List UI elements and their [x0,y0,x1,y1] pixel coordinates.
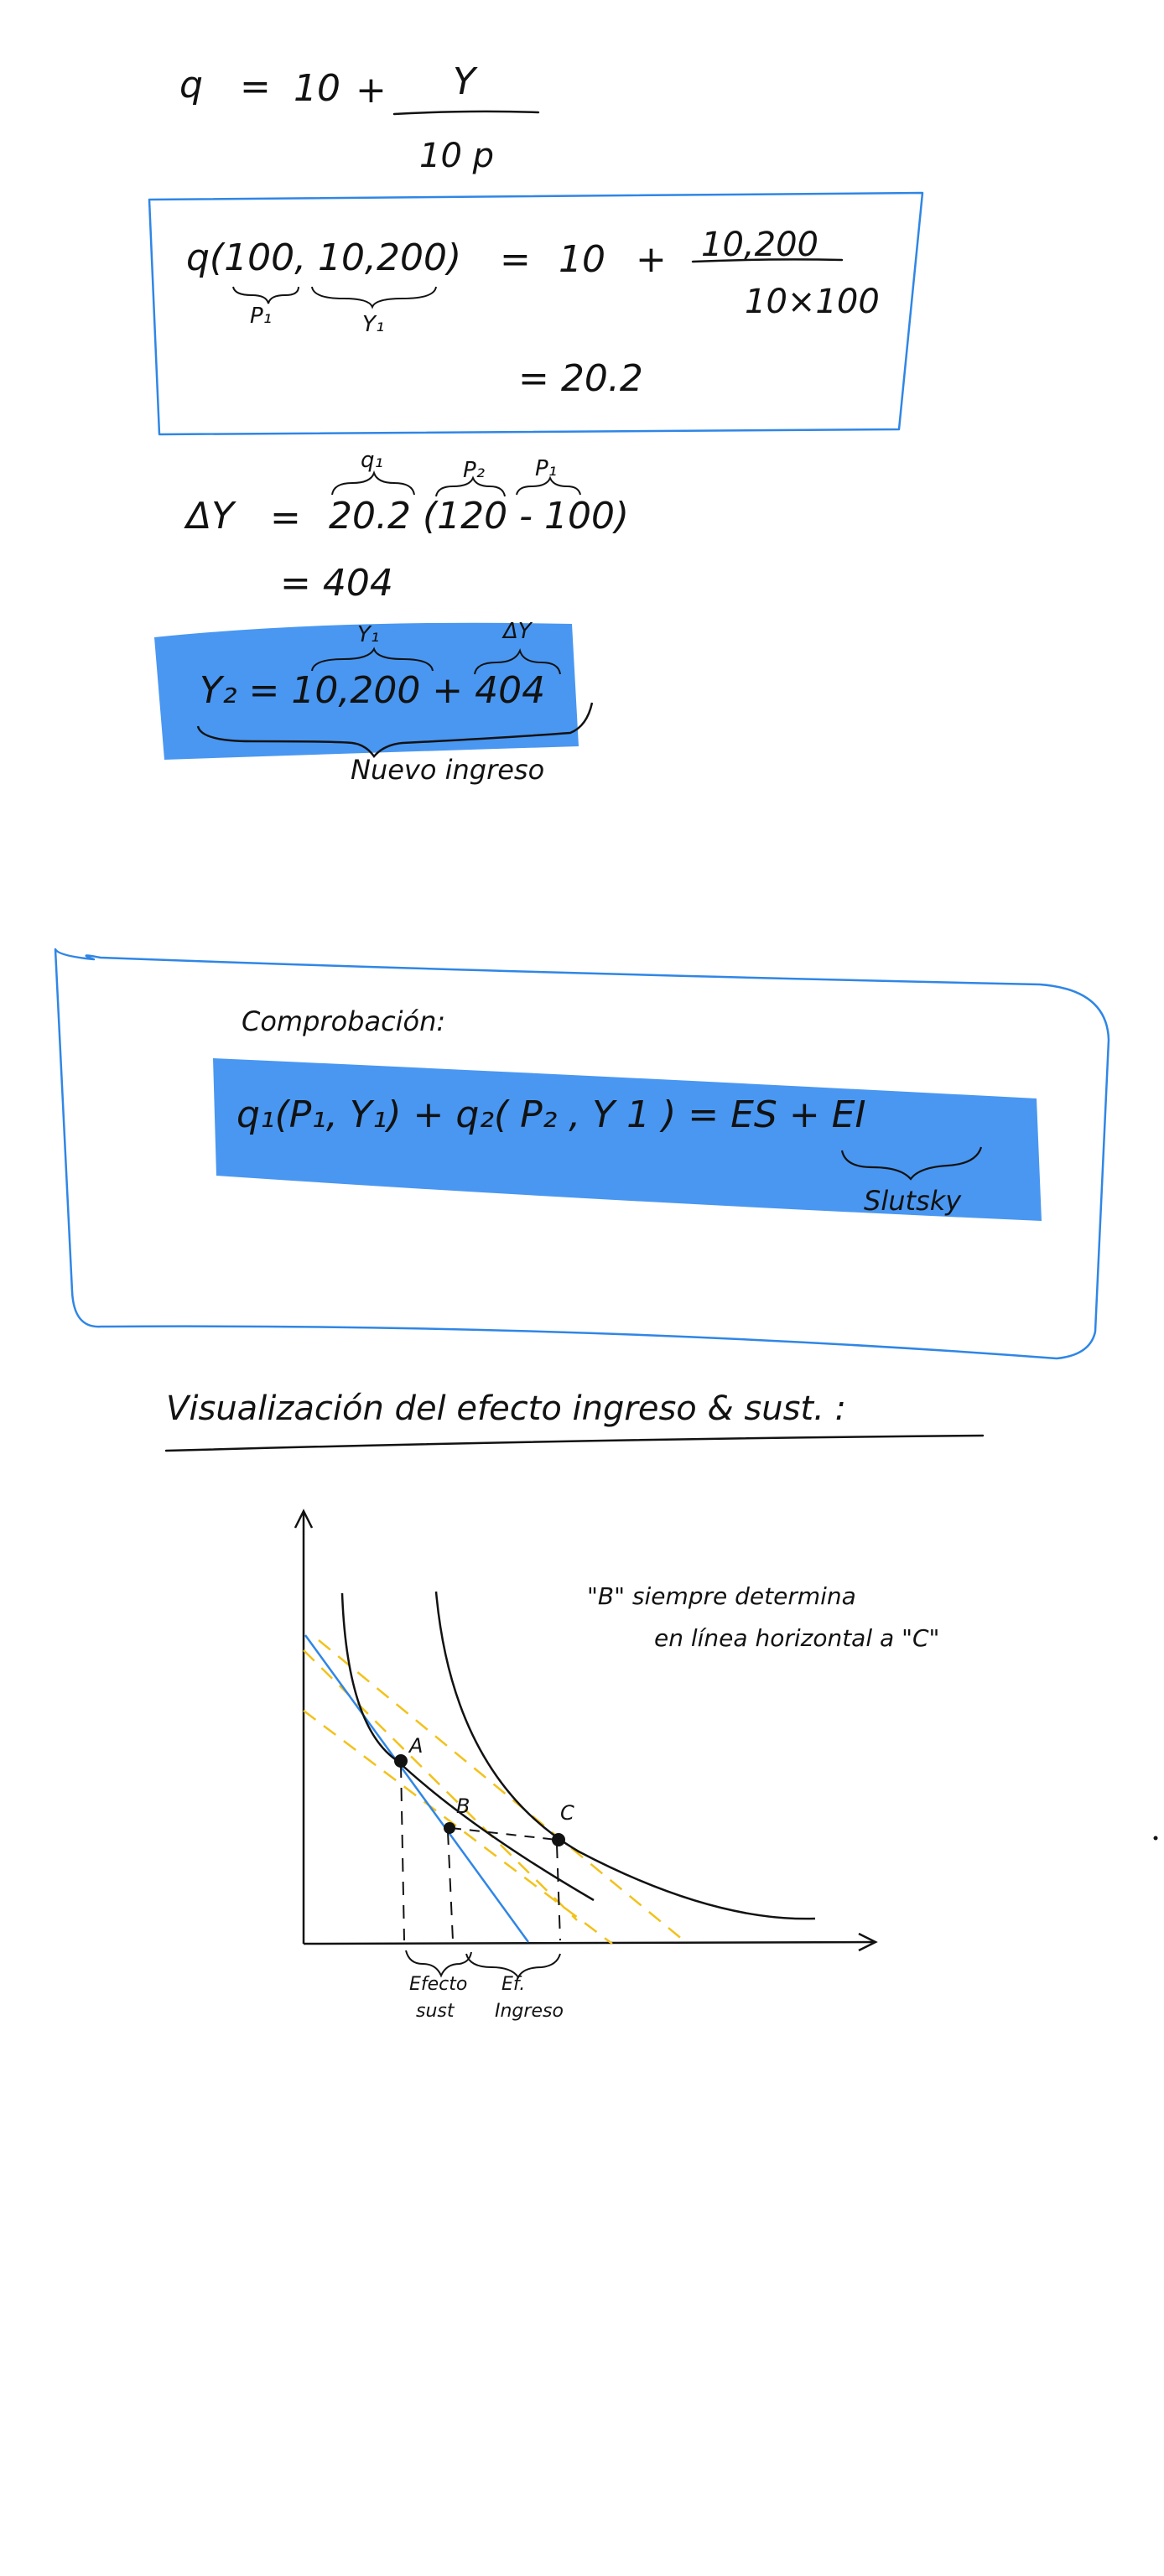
check-expression: q₁(P₁, Y₁) + q₂( P₂ , Y 1 ) = ES + EI [236,1093,866,1136]
y2-caption: Nuevo ingreso [351,754,545,786]
y2-expression: Y₂ = 10,200 + 404 [200,669,546,712]
y2-dy-brace [474,648,561,675]
delta-expression: 20.2 (120 - 100) [329,495,630,538]
graph-note-line2: en línea horizontal a "C" [654,1624,940,1652]
budget-line-yellow-2 [318,1639,689,1945]
section-underline [164,1434,985,1452]
delta-p2-label: P₂ [463,458,486,483]
eq1-lhs: q [179,64,203,106]
budget-line-yellow-1 [303,1710,613,1945]
guide-b-vertical [447,1831,454,1941]
point-a [394,1754,408,1768]
check-box-outline [54,948,1110,1360]
box1-p1-brace [232,286,299,304]
label-ingreso-line1: Ef. [501,1974,526,1995]
eq1-fraction-bar [392,110,540,116]
delta-q1-label: q₁ [361,448,383,473]
eq1-numerator: Y [453,60,475,103]
point-b-label: B [456,1794,470,1818]
eq1-denominator: 10 p [419,137,495,175]
box1-fraction-bar [691,258,844,263]
delta-result: = 404 [280,562,393,605]
x-axis [303,1940,875,1945]
indifference-curve-2 [434,1591,816,1920]
y-axis-arrow [294,1509,314,1529]
point-c [552,1833,565,1846]
check-caption: Slutsky [864,1185,962,1217]
x-axis-arrow [858,1932,878,1952]
delta-q1-brace [331,470,415,496]
check-highlight [213,1058,1042,1221]
check-title: Comprobación: [242,1005,446,1037]
box1-outline [148,191,924,436]
box1-p1-label: P₁ [250,304,273,329]
y2-y1-brace [311,647,434,672]
box1-result: = 20.2 [518,357,643,400]
box1-y1-label: Y₁ [362,312,385,337]
label-sust-line1: Efecto [409,1974,468,1995]
point-c-label: C [560,1801,574,1825]
box1-lhs: q(100, 10,200) [186,236,462,279]
point-a-label: A [409,1734,424,1758]
graph [294,1509,878,1979]
box1-denominator: 10×100 [745,283,880,321]
y2-underbrace [196,702,594,759]
sust-brace [405,1950,472,1978]
delta-lhs: ΔY [186,495,234,538]
box1-y1-brace [311,286,437,309]
budget-line-blue [304,1634,530,1943]
stray-dot [1153,1836,1158,1841]
label-sust-line2: sust [416,2001,455,2022]
eq1-equals: = [240,65,271,108]
ingreso-brace [465,1953,561,1979]
y2-highlight [154,622,579,760]
box1-const: 10 [559,238,605,281]
delta-p2-brace [435,475,506,497]
y2-dy-label: ΔY [503,619,532,644]
box1-numerator: 10,200 [701,226,818,264]
delta-p1-label: P₁ [535,456,558,481]
eq1-const: 10 [294,67,340,110]
delta-equals: = [270,496,301,539]
graph-note-line1: "B" siempre determina [587,1582,856,1610]
point-b [444,1822,455,1834]
guide-c-vertical [556,1844,561,1941]
label-ingreso-line2: Ingreso [495,2001,564,2022]
section-title: Visualización del efecto ingreso & sust.… [166,1389,847,1428]
check-slutsky-brace [840,1146,983,1181]
box1-plus: + [636,238,667,281]
box1-equals: = [500,238,531,281]
guide-a-vertical [400,1763,405,1941]
delta-p1-brace [516,475,581,496]
eq1-plus: + [356,69,387,112]
y2-y1-label: Y₁ [357,622,380,647]
indifference-curve-1 [340,1592,595,1902]
